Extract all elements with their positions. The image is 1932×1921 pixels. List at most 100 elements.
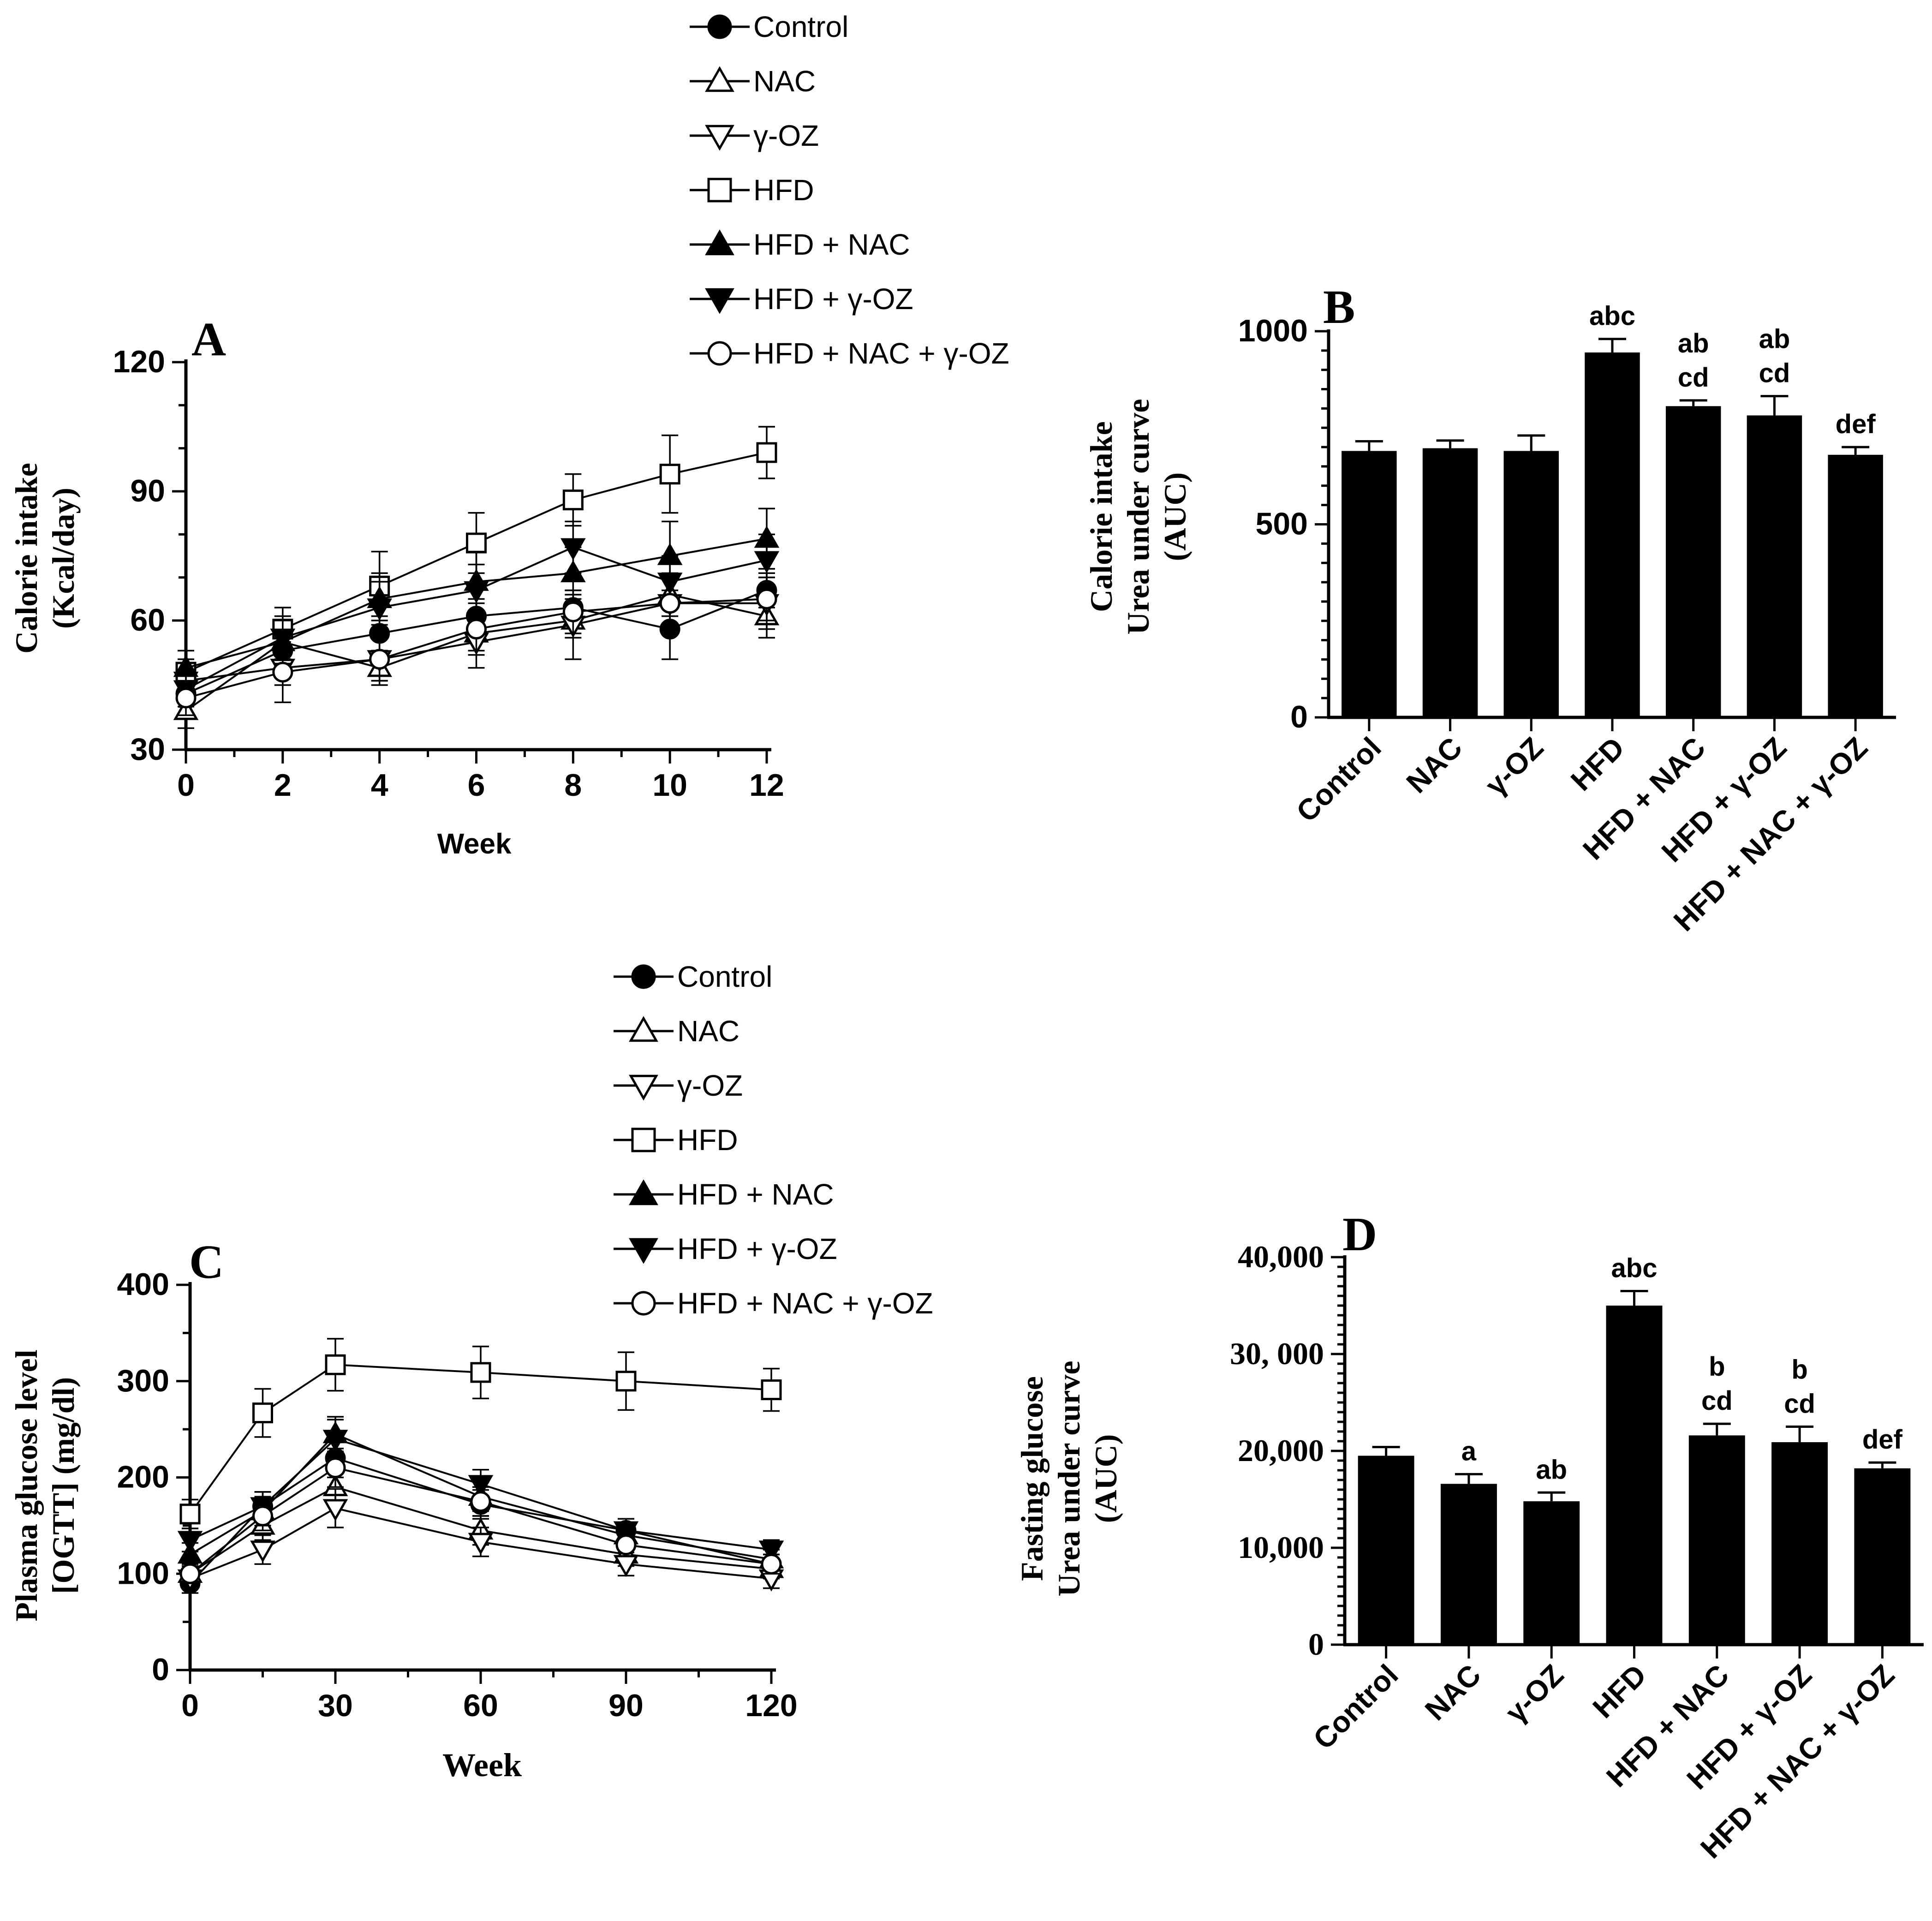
data-point bbox=[659, 464, 680, 485]
legend-label: HFD + γ-OZ bbox=[753, 282, 913, 316]
bar bbox=[1342, 451, 1397, 717]
open-square-icon bbox=[707, 178, 732, 203]
bar-b-gamma-oz: γ-OZ bbox=[1479, 434, 1559, 802]
significance-label: abc bbox=[1611, 1253, 1658, 1283]
y-axis-title-b-line-3: (AUC) bbox=[1157, 472, 1193, 561]
bar bbox=[1358, 1456, 1414, 1645]
data-point bbox=[758, 1540, 784, 1563]
filled-triangle-down-icon bbox=[629, 1238, 658, 1264]
y-axis-title-c-line-1: Plasma glucose level bbox=[9, 1349, 44, 1621]
y-tick-label: 60 bbox=[130, 603, 165, 638]
open-triangle-down-icon bbox=[705, 125, 734, 151]
legend-entry-c-nac: NAC bbox=[614, 1014, 739, 1048]
bar-b-control: Control bbox=[1290, 440, 1397, 829]
legend-entry-c-control: Control bbox=[614, 960, 772, 993]
legend-label: HFD bbox=[677, 1123, 738, 1157]
x-tick-label: 8 bbox=[564, 768, 582, 803]
significance-label: b bbox=[1709, 1352, 1725, 1382]
bar-d-gamma-oz: ab γ-OZ bbox=[1499, 1455, 1580, 1729]
legend-panel-c: Control NAC γ-OZ HFD HFD + NAC HFD + γ-OZ HFD … bbox=[614, 960, 933, 1320]
bar bbox=[1828, 454, 1883, 717]
bar-d-nac: a NAC bbox=[1419, 1436, 1497, 1727]
legend-label: Control bbox=[677, 960, 772, 993]
legend-entry-a-hfd-gamma-oz: HFD + γ-OZ bbox=[690, 282, 913, 316]
filled-triangle-down-icon bbox=[705, 288, 734, 314]
panel-letter-a: A bbox=[191, 313, 226, 366]
data-point bbox=[175, 687, 197, 709]
y-axis-title-d-line-2: Urea under curve bbox=[1051, 1360, 1086, 1596]
data-point bbox=[756, 442, 777, 463]
y-tick-label: 500 bbox=[1256, 507, 1308, 542]
data-point bbox=[761, 1379, 782, 1401]
filled-circle-icon bbox=[707, 14, 732, 39]
y-tick-label: 200 bbox=[117, 1460, 169, 1495]
bar-b-hfd: abc HFD bbox=[1564, 301, 1640, 797]
y-axis-title-b-line-2: Urea under curve bbox=[1121, 399, 1156, 634]
legend-label: HFD + NAC + γ-OZ bbox=[753, 337, 1009, 370]
y-tick-label: 90 bbox=[130, 473, 165, 508]
data-point bbox=[250, 1540, 275, 1563]
bar-d-control: Control bbox=[1307, 1446, 1414, 1756]
x-tick-label: 0 bbox=[181, 1688, 199, 1723]
y-axis-title-d-line-3: (AUC) bbox=[1088, 1434, 1123, 1523]
significance-label: cd bbox=[1759, 358, 1790, 388]
data-point bbox=[464, 581, 489, 603]
series-line bbox=[189, 1433, 772, 1560]
series-line bbox=[190, 1438, 772, 1551]
open-triangle-down-icon bbox=[629, 1074, 658, 1101]
significance-label: ab bbox=[1536, 1455, 1567, 1485]
legend-entry-a-hfd: HFD bbox=[690, 173, 814, 207]
y-tick-label: 10,000 bbox=[1238, 1530, 1324, 1565]
bar bbox=[1422, 448, 1478, 717]
panel-letter-d: D bbox=[1342, 1208, 1377, 1261]
significance-label: abc bbox=[1589, 301, 1635, 331]
significance-label: def bbox=[1836, 409, 1876, 439]
x-tick-label: Control bbox=[1307, 1658, 1405, 1756]
x-tick-label: 0 bbox=[177, 768, 195, 803]
legend-label: NAC bbox=[677, 1014, 739, 1048]
y-tick-label: 30 bbox=[130, 732, 165, 767]
legend-label: HFD bbox=[753, 173, 814, 207]
x-tick-label: 30 bbox=[318, 1688, 353, 1723]
data-point bbox=[562, 489, 584, 511]
significance-label: cd bbox=[1784, 1389, 1815, 1419]
data-point bbox=[322, 1430, 348, 1452]
x-tick-label: Control bbox=[1290, 731, 1388, 829]
filled-triangle-up-icon bbox=[705, 229, 734, 256]
data-point bbox=[615, 1534, 637, 1556]
significance-label: ab bbox=[1678, 328, 1709, 358]
y-axis-title-b-line-1: Calorie intake bbox=[1084, 421, 1119, 612]
significance-label: b bbox=[1791, 1355, 1807, 1385]
data-point bbox=[369, 649, 390, 670]
panel-letter-b: B bbox=[1323, 280, 1355, 334]
y-tick-label: 20,000 bbox=[1238, 1433, 1324, 1468]
bar bbox=[1747, 415, 1802, 717]
series-c-hfd-nac-gamma-oz bbox=[179, 1448, 782, 1584]
data-point bbox=[367, 598, 392, 621]
bar bbox=[1665, 406, 1721, 717]
data-point bbox=[270, 628, 296, 651]
data-point bbox=[562, 601, 584, 622]
bar-b-nac: NAC bbox=[1400, 439, 1478, 799]
data-point bbox=[252, 1402, 273, 1424]
x-tick-label: 12 bbox=[749, 768, 784, 803]
x-tick-label: γ-OZ bbox=[1499, 1658, 1570, 1729]
x-tick-label: 90 bbox=[608, 1688, 644, 1723]
open-triangle-up-icon bbox=[629, 1016, 658, 1042]
chart-panel-a: A 30 60 90 120 0 2 4 6 8 10 12 Calorie intake (Kca… bbox=[9, 313, 784, 860]
legend-entry-a-nac: NAC bbox=[690, 65, 816, 98]
y-axis-title-d-line-1: Fasting glucose bbox=[1014, 1376, 1049, 1581]
x-tick-label: 120 bbox=[745, 1688, 797, 1723]
bar bbox=[1585, 352, 1640, 717]
legend-entry-c-hfd-gamma-oz: HFD + γ-OZ bbox=[614, 1232, 837, 1265]
legend-label: HFD + NAC bbox=[677, 1178, 834, 1211]
data-point bbox=[470, 1362, 491, 1383]
data-point bbox=[754, 551, 780, 573]
x-tick-label: 10 bbox=[652, 768, 687, 803]
legend-label: NAC bbox=[753, 65, 816, 98]
bar bbox=[1523, 1501, 1580, 1645]
data-point bbox=[179, 1563, 201, 1584]
